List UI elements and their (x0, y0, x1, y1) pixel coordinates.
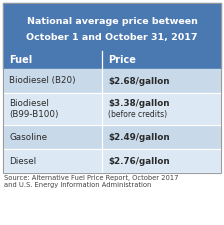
Text: $2.68/gallon: $2.68/gallon (108, 76, 170, 86)
Text: Price: Price (108, 55, 136, 65)
Text: (before credits): (before credits) (108, 110, 167, 119)
Text: $2.49/gallon: $2.49/gallon (108, 133, 170, 142)
Bar (3, 149, 221, 173)
Bar (3, 51, 221, 69)
Text: Gasoline: Gasoline (9, 133, 47, 142)
Text: October 1 and October 31, 2017: October 1 and October 31, 2017 (26, 33, 198, 42)
Bar (3, 69, 221, 93)
Text: Biodiesel (B20): Biodiesel (B20) (9, 76, 76, 86)
Text: Fuel: Fuel (9, 55, 32, 65)
Text: National average price between: National average price between (27, 17, 197, 26)
Bar (3, 125, 221, 149)
Text: Source: Alternative Fuel Price Report, October 2017
and U.S. Energy Information : Source: Alternative Fuel Price Report, O… (4, 175, 178, 188)
Text: Biodiesel
(B99-B100): Biodiesel (B99-B100) (9, 99, 58, 119)
Text: Diesel: Diesel (9, 157, 36, 166)
Text: $3.38/gallon: $3.38/gallon (108, 99, 170, 108)
Bar (3, 3, 221, 173)
Bar (3, 3, 221, 51)
Bar (3, 93, 221, 125)
Text: $2.76/gallon: $2.76/gallon (108, 157, 170, 166)
